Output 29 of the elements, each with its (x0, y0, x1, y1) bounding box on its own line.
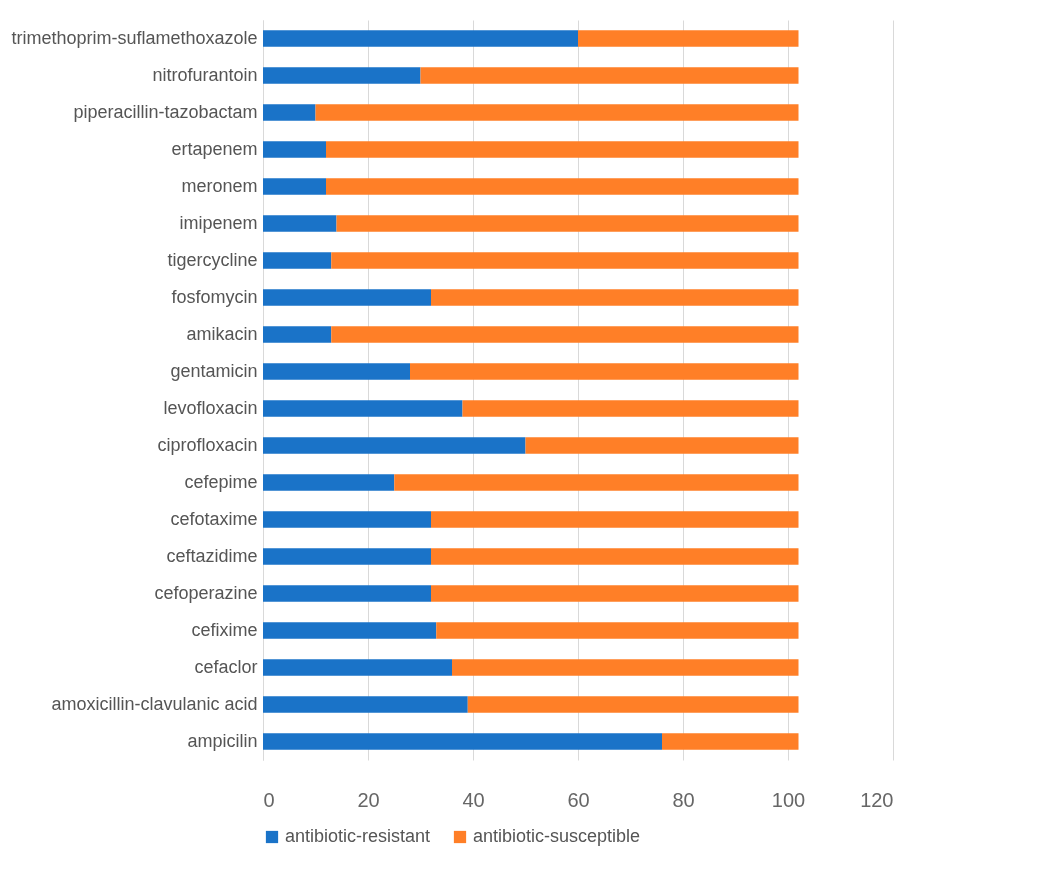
y-tick-label: imipenem (179, 212, 258, 233)
y-tick-label: cefaclor (194, 656, 258, 677)
y-tick-label: tigercycline (167, 249, 258, 270)
x-tick-label: 100 (771, 788, 806, 811)
x-tick-label: 40 (462, 788, 485, 811)
y-tick-label: piperacillin-tazobactam (73, 101, 258, 122)
y-tick-label: cefixime (191, 619, 258, 640)
x-tick-label: 120 (860, 788, 894, 811)
y-tick-label: nitrofurantoin (152, 64, 258, 85)
x-tick-label: 20 (357, 788, 380, 811)
y-tick-label: trimethoprim-suflamethoxazole (11, 27, 258, 48)
legend-label: antibiotic-susceptible (473, 826, 641, 846)
y-tick-label: cefotaxime (170, 508, 258, 529)
y-tick-label: cefoperazine (154, 582, 258, 603)
y-tick-label: ampicilin (187, 730, 258, 751)
x-tick-label: 80 (672, 788, 695, 811)
y-tick-label: gentamicin (170, 360, 258, 381)
y-tick-label: fosfomycin (171, 286, 258, 307)
x-tick-label: 60 (567, 788, 590, 811)
y-tick-label: meronem (181, 175, 258, 196)
y-tick-label: cefepime (184, 471, 258, 492)
y-tick-label: levofloxacin (163, 397, 258, 418)
legend-label: antibiotic-resistant (285, 826, 431, 846)
y-tick-label: ciprofloxacin (157, 434, 258, 455)
y-tick-label: amikacin (186, 323, 258, 344)
y-tick-label: ceftazidime (166, 545, 258, 566)
y-tick-label: ertapenem (171, 138, 258, 159)
y-tick-label: amoxicillin-clavulanic acid (51, 693, 258, 714)
x-tick-label: 0 (263, 788, 275, 811)
